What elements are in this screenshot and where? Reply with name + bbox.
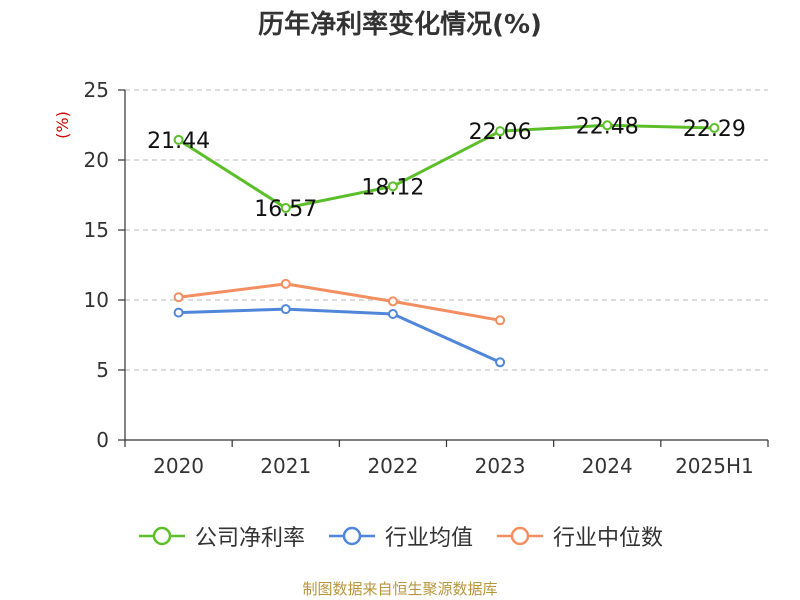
source-note: 制图数据来自恒生聚源数据库 xyxy=(302,580,498,598)
x-tick-label: 2020 xyxy=(153,454,204,478)
legend-line-circle-icon xyxy=(138,526,185,546)
data-point xyxy=(495,126,506,137)
data-point xyxy=(495,357,506,368)
x-tick-label: 2024 xyxy=(582,454,633,478)
data-point xyxy=(280,278,291,289)
x-tick-label: 2025H1 xyxy=(675,454,754,478)
x-tick-label: 2022 xyxy=(367,454,418,478)
label-layer: 21.44 16.57 18.12 22.06 22.48 22.29 xyxy=(147,114,746,222)
series-line xyxy=(177,123,715,210)
data-point xyxy=(173,307,184,318)
data-point xyxy=(387,309,398,319)
data-point xyxy=(602,120,613,131)
data-label: 18.12 xyxy=(361,175,424,200)
y-tick-label: 15 xyxy=(84,218,109,242)
data-label: 22.48 xyxy=(576,114,639,139)
x-tick-label: 2023 xyxy=(475,454,526,478)
data-point xyxy=(387,296,398,307)
chart-title: 历年净利率变化情况(%) xyxy=(258,10,542,40)
legend-label: 行业中位数 xyxy=(553,526,664,551)
legend-line-circle-icon xyxy=(328,526,375,546)
legend: 公司净利率 行业均值 行业中位数 xyxy=(0,520,800,552)
data-point xyxy=(709,122,720,133)
x-tick-label: 2021 xyxy=(260,454,311,478)
data-point xyxy=(387,181,398,192)
y-tick-label: 5 xyxy=(96,358,109,382)
legend-item[interactable]: 行业均值 xyxy=(327,520,473,552)
series-line xyxy=(178,282,501,322)
data-label: 21.44 xyxy=(147,129,210,154)
y-tick-label: 0 xyxy=(96,428,109,452)
legend-item[interactable]: 行业中位数 xyxy=(495,520,663,552)
grid-layer xyxy=(125,89,768,371)
series-line xyxy=(178,307,501,364)
data-point xyxy=(173,134,184,145)
data-point xyxy=(495,315,506,326)
data-label: 22.29 xyxy=(683,117,746,142)
data-point xyxy=(173,292,184,303)
data-point xyxy=(280,304,291,315)
legend-label: 行业均值 xyxy=(384,526,473,551)
data-point xyxy=(280,203,291,214)
y-tick-label: 10 xyxy=(84,288,109,312)
legend-label: 公司净利率 xyxy=(194,526,305,551)
data-label: 22.06 xyxy=(469,120,532,145)
y-axis-unit: (%) xyxy=(53,111,72,139)
axis-layer: 0 5 10 15 20 25 2020 2021 2022 2023 2024 2025H1 (%) xyxy=(53,78,769,478)
series-layer xyxy=(173,120,720,368)
data-label: 16.57 xyxy=(254,197,317,222)
y-tick-label: 20 xyxy=(84,148,109,172)
legend-line-circle-icon xyxy=(497,526,543,546)
y-tick-label: 25 xyxy=(84,78,109,102)
legend-item[interactable]: 公司净利率 xyxy=(137,520,305,552)
